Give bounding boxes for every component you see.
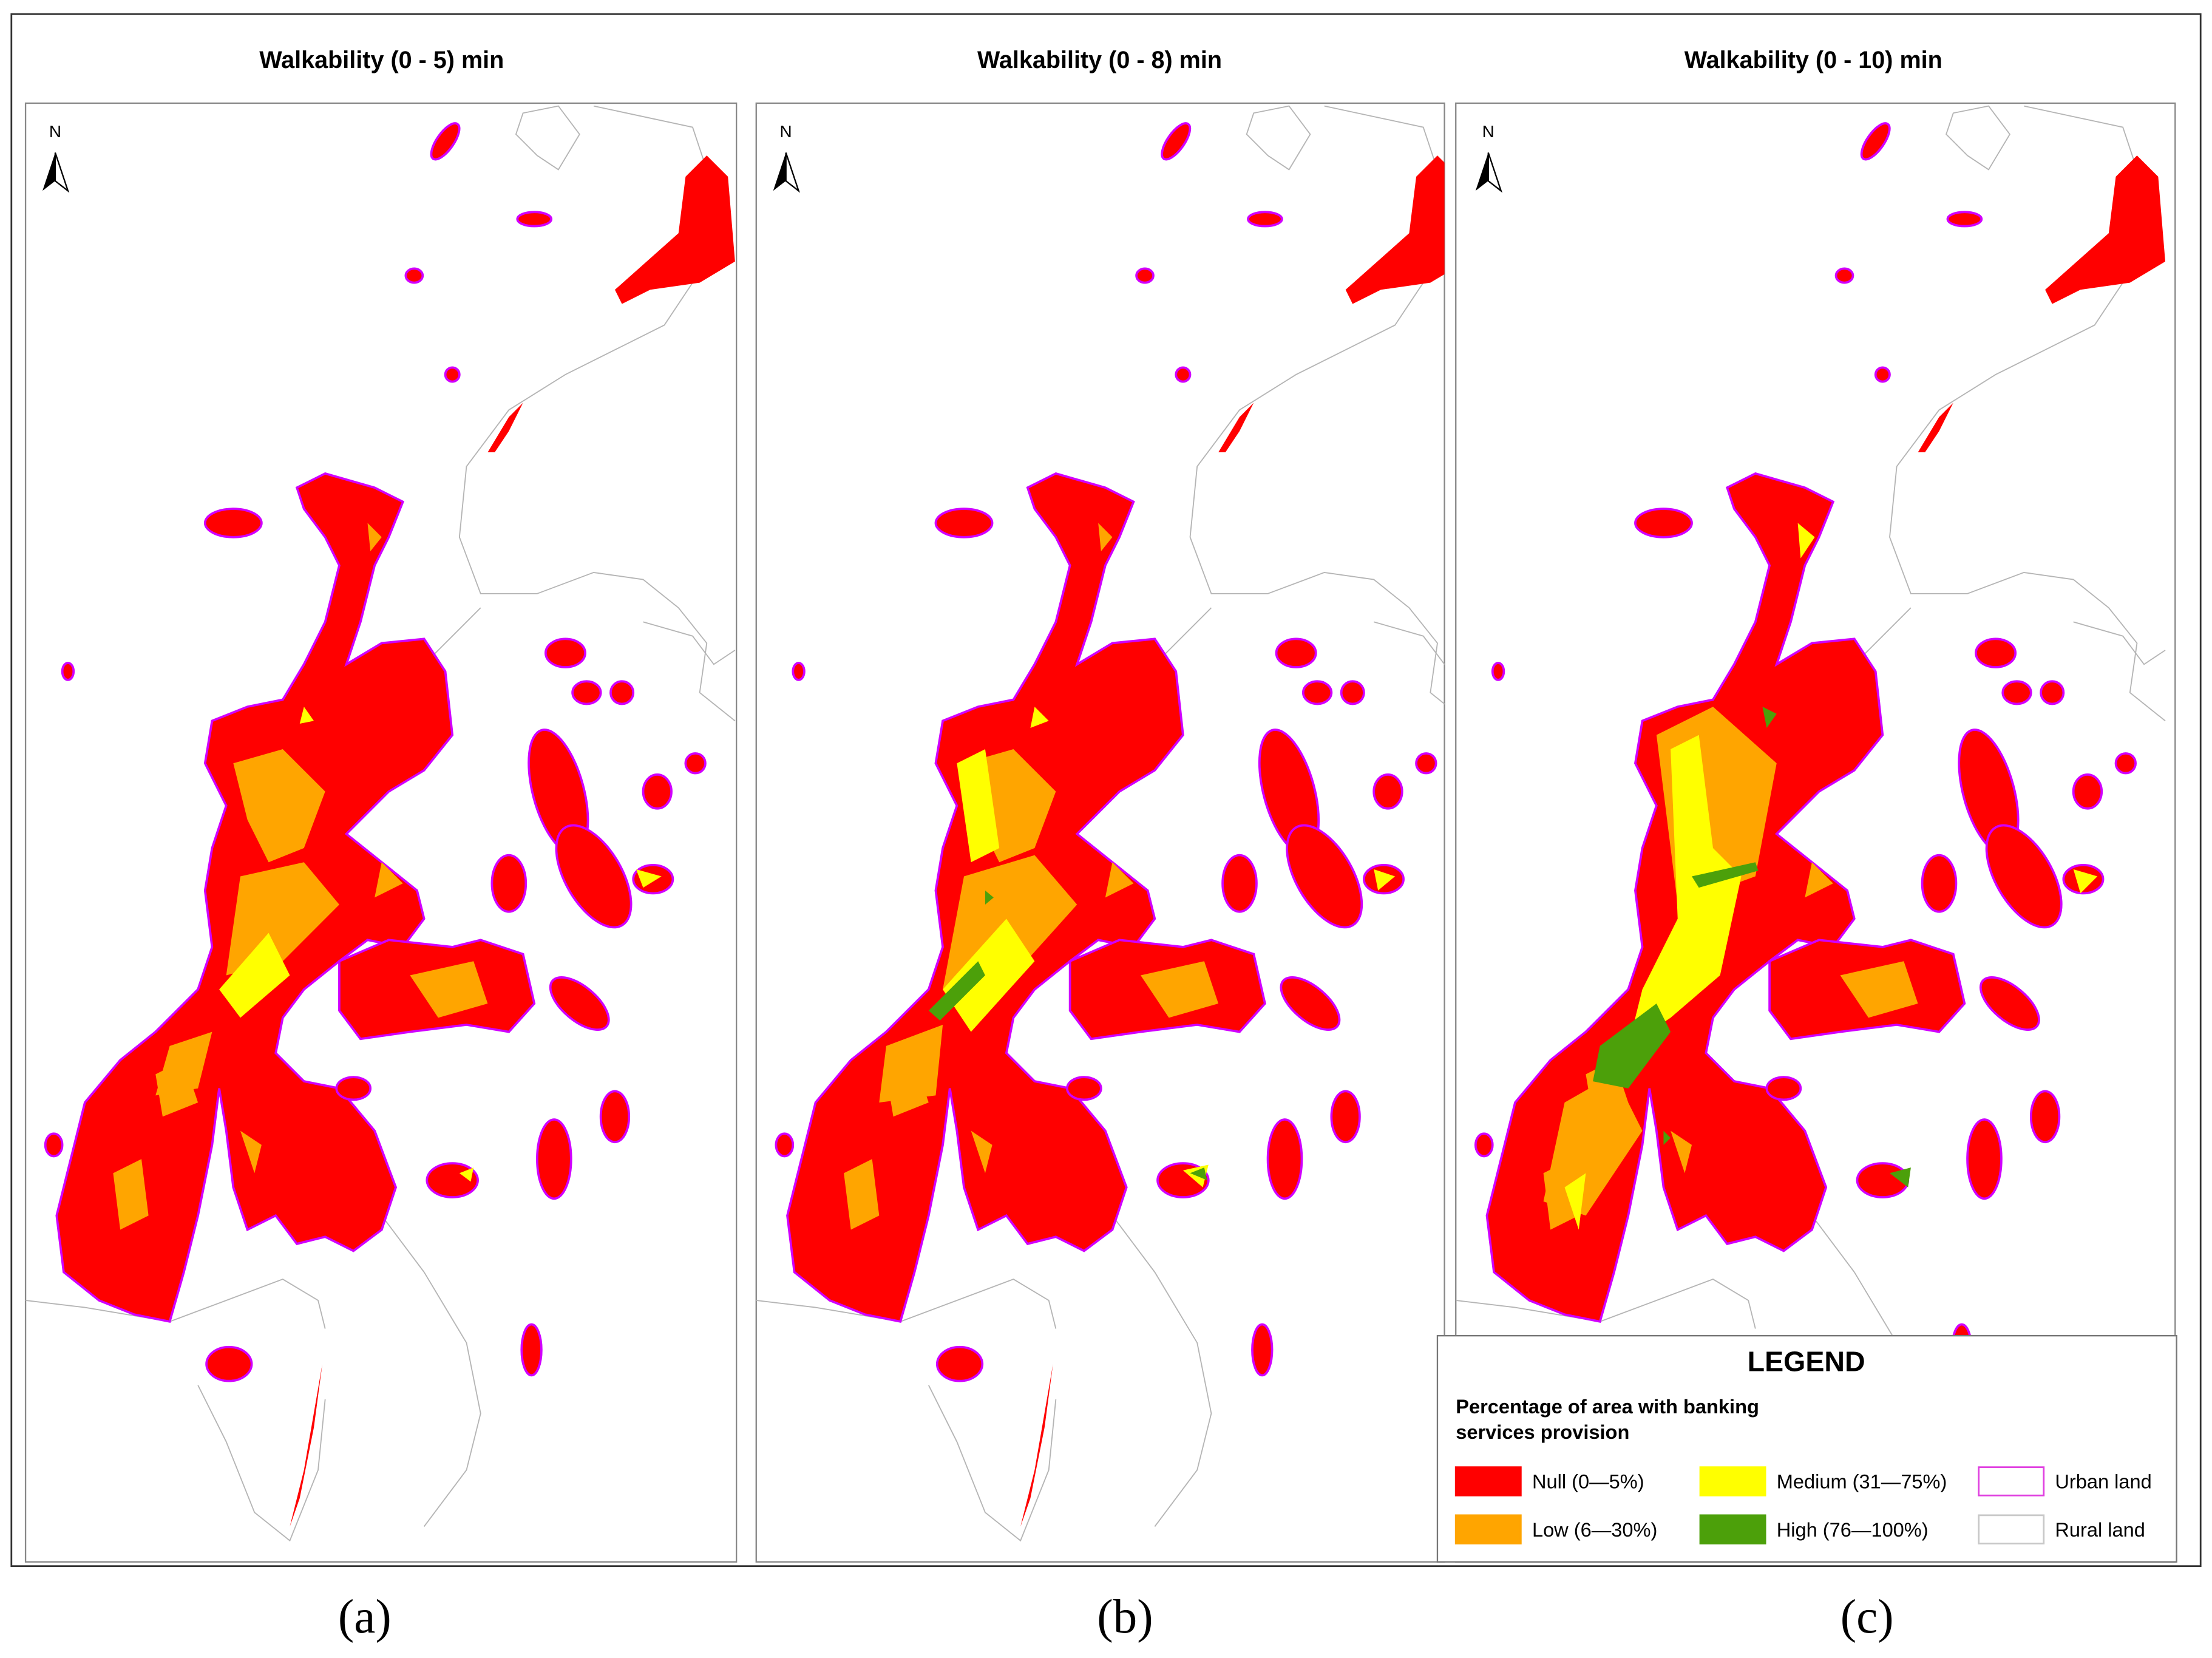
legend-swatch <box>1454 1514 1522 1544</box>
north-label: N <box>1482 122 1494 141</box>
figure-frame <box>10 13 2202 1568</box>
legend-swatch <box>1699 1466 1766 1497</box>
legend-label: Urban land <box>2055 1470 2151 1493</box>
legend-label: Null (0—5%) <box>1532 1470 1644 1493</box>
legend-label: Rural land <box>2055 1518 2145 1541</box>
low-zone <box>1543 707 1777 1216</box>
legend-box <box>1436 1335 2177 1563</box>
map-panel: Walkability (0 - 10) min (c) N <box>1455 47 2176 1643</box>
legend-subtitle: Percentage of area with banking <box>1456 1395 1759 1418</box>
panel-frame <box>755 102 1445 1563</box>
legend: LEGEND Percentage of area with banking s… <box>1436 1335 2177 1563</box>
legend-label: Medium (31—75%) <box>1777 1470 1947 1493</box>
low-zone <box>155 862 339 1096</box>
legend-label: Low (6—30%) <box>1532 1518 1657 1541</box>
legend-title: LEGEND <box>1748 1345 1865 1377</box>
north-label: N <box>49 122 61 141</box>
map-panel: Walkability (0 - 5) min (a) N <box>24 47 738 1643</box>
panel-title: Walkability (0 - 10) min <box>1684 47 1942 73</box>
panel-title: Walkability (0 - 8) min <box>977 47 1222 73</box>
panel-frame <box>24 102 738 1563</box>
legend-subtitle: services provision <box>1456 1421 1629 1443</box>
panel-caption: (b) <box>1097 1590 1153 1643</box>
panel-caption: (c) <box>1841 1590 1894 1643</box>
north-label: N <box>780 122 792 141</box>
panel-caption: (a) <box>338 1590 392 1643</box>
legend-swatch <box>1978 1514 2045 1544</box>
legend-swatch <box>1978 1466 2045 1497</box>
legend-label: High (76—100%) <box>1777 1518 1929 1541</box>
panel-title: Walkability (0 - 5) min <box>259 47 504 73</box>
legend-swatch <box>1699 1514 1766 1544</box>
panel-frame <box>1455 102 2176 1563</box>
map-panel: Walkability (0 - 8) min (b) N <box>755 47 1445 1643</box>
legend-swatch <box>1454 1466 1522 1497</box>
